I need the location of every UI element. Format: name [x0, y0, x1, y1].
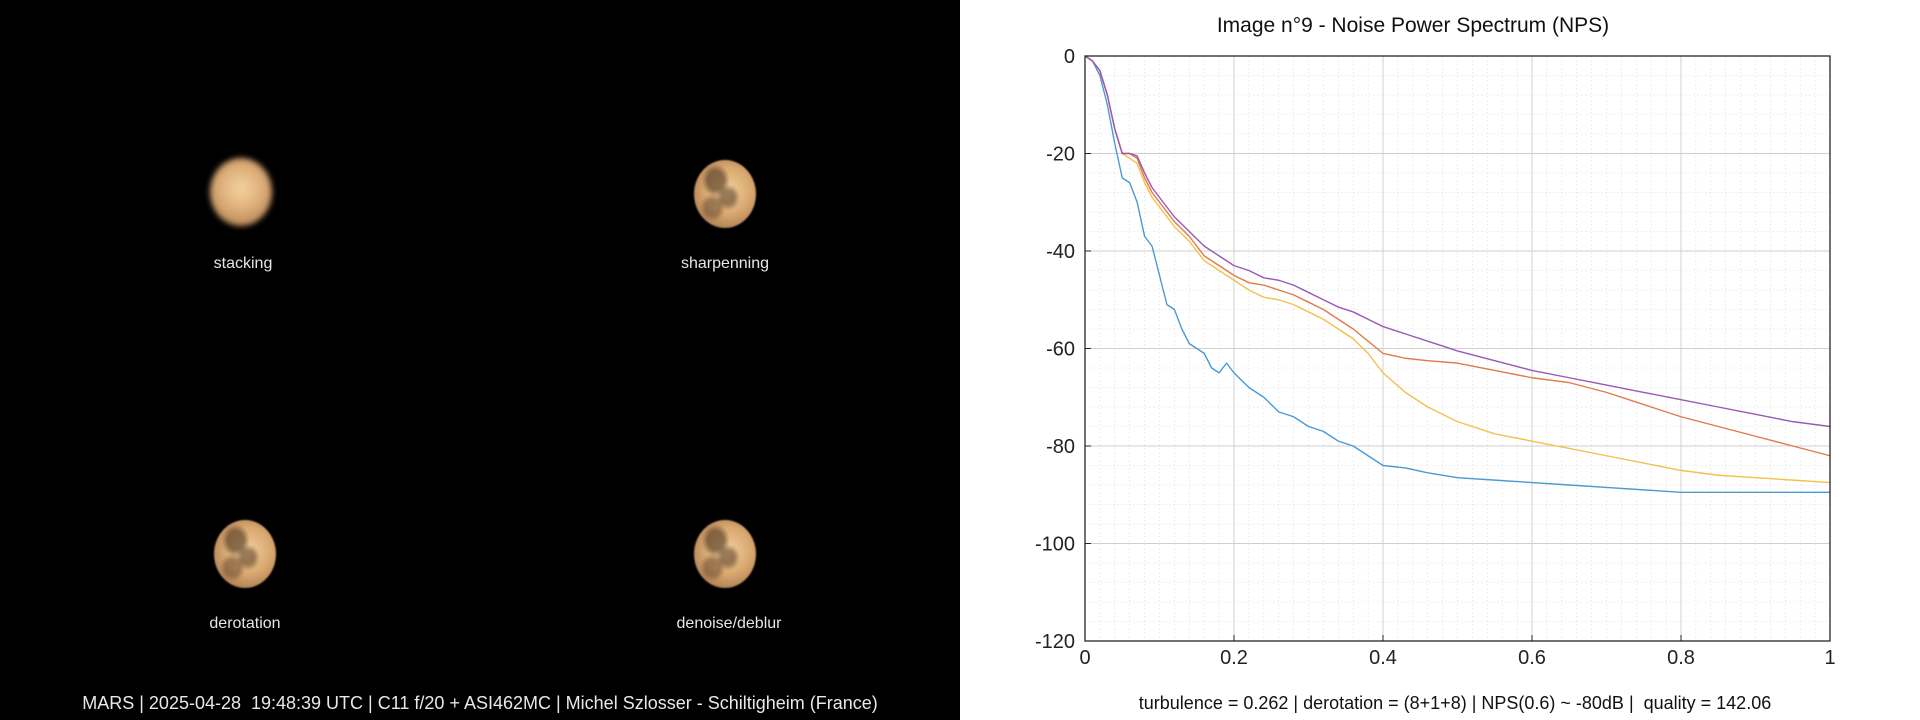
- planet-derotation-image: [214, 520, 276, 588]
- series-line-0: [1084, 55, 1830, 494]
- planet-label-derotation: derotation: [209, 615, 281, 632]
- y-tick-label: -120: [1035, 631, 1075, 653]
- y-tick-label: -60: [1046, 339, 1075, 361]
- y-tick-label: 0: [1064, 46, 1075, 68]
- chart-title: Image n°9 - Noise Power Spectrum (NPS): [1216, 14, 1610, 37]
- planet-label-stacking: stacking: [213, 255, 273, 272]
- x-tick-label: 0.8: [1667, 647, 1695, 669]
- y-tick-label: -100: [1035, 534, 1075, 556]
- x-tick-label: 0: [1079, 647, 1090, 669]
- x-tick-label: 0.2: [1220, 647, 1248, 669]
- y-tick-label: -80: [1046, 436, 1075, 458]
- observation-caption: MARS | 2025-04-28 19:48:39 UTC | C11 f/2…: [82, 693, 878, 713]
- image-panel: stacking sharpenning derotation denoise/…: [0, 0, 960, 720]
- series-line-3: [1084, 55, 1831, 428]
- planet-denoise-image: [694, 520, 756, 588]
- x-tick-label: 0.4: [1369, 647, 1397, 669]
- y-tick-label: -20: [1046, 144, 1075, 166]
- planet-label-denoise: denoise/deblur: [676, 615, 782, 632]
- ticks-layer: 0 0.2 0.4 0.6 0.8 1 0 -20 -40 -60 -80 -100 -120: [1035, 46, 1836, 669]
- planet-label-sharpenning: sharpenning: [680, 255, 770, 272]
- series-layer: [1084, 55, 1831, 494]
- y-tick-label: -40: [1046, 241, 1075, 263]
- series-line-2: [1084, 55, 1831, 457]
- quality-caption: turbulence = 0.262 | derotation = (8+1+8…: [1138, 693, 1772, 713]
- planet-sharpenning-image: [694, 160, 756, 228]
- series-line-1: [1084, 55, 1831, 484]
- planet-stacking-image: [210, 158, 272, 226]
- x-tick-label: 0.6: [1518, 647, 1546, 669]
- x-tick-label: 1: [1824, 647, 1835, 669]
- nps-chart: 0 0.2 0.4 0.6 0.8 1 0 -20 -40 -60 -80 -100 -120: [1035, 46, 1836, 669]
